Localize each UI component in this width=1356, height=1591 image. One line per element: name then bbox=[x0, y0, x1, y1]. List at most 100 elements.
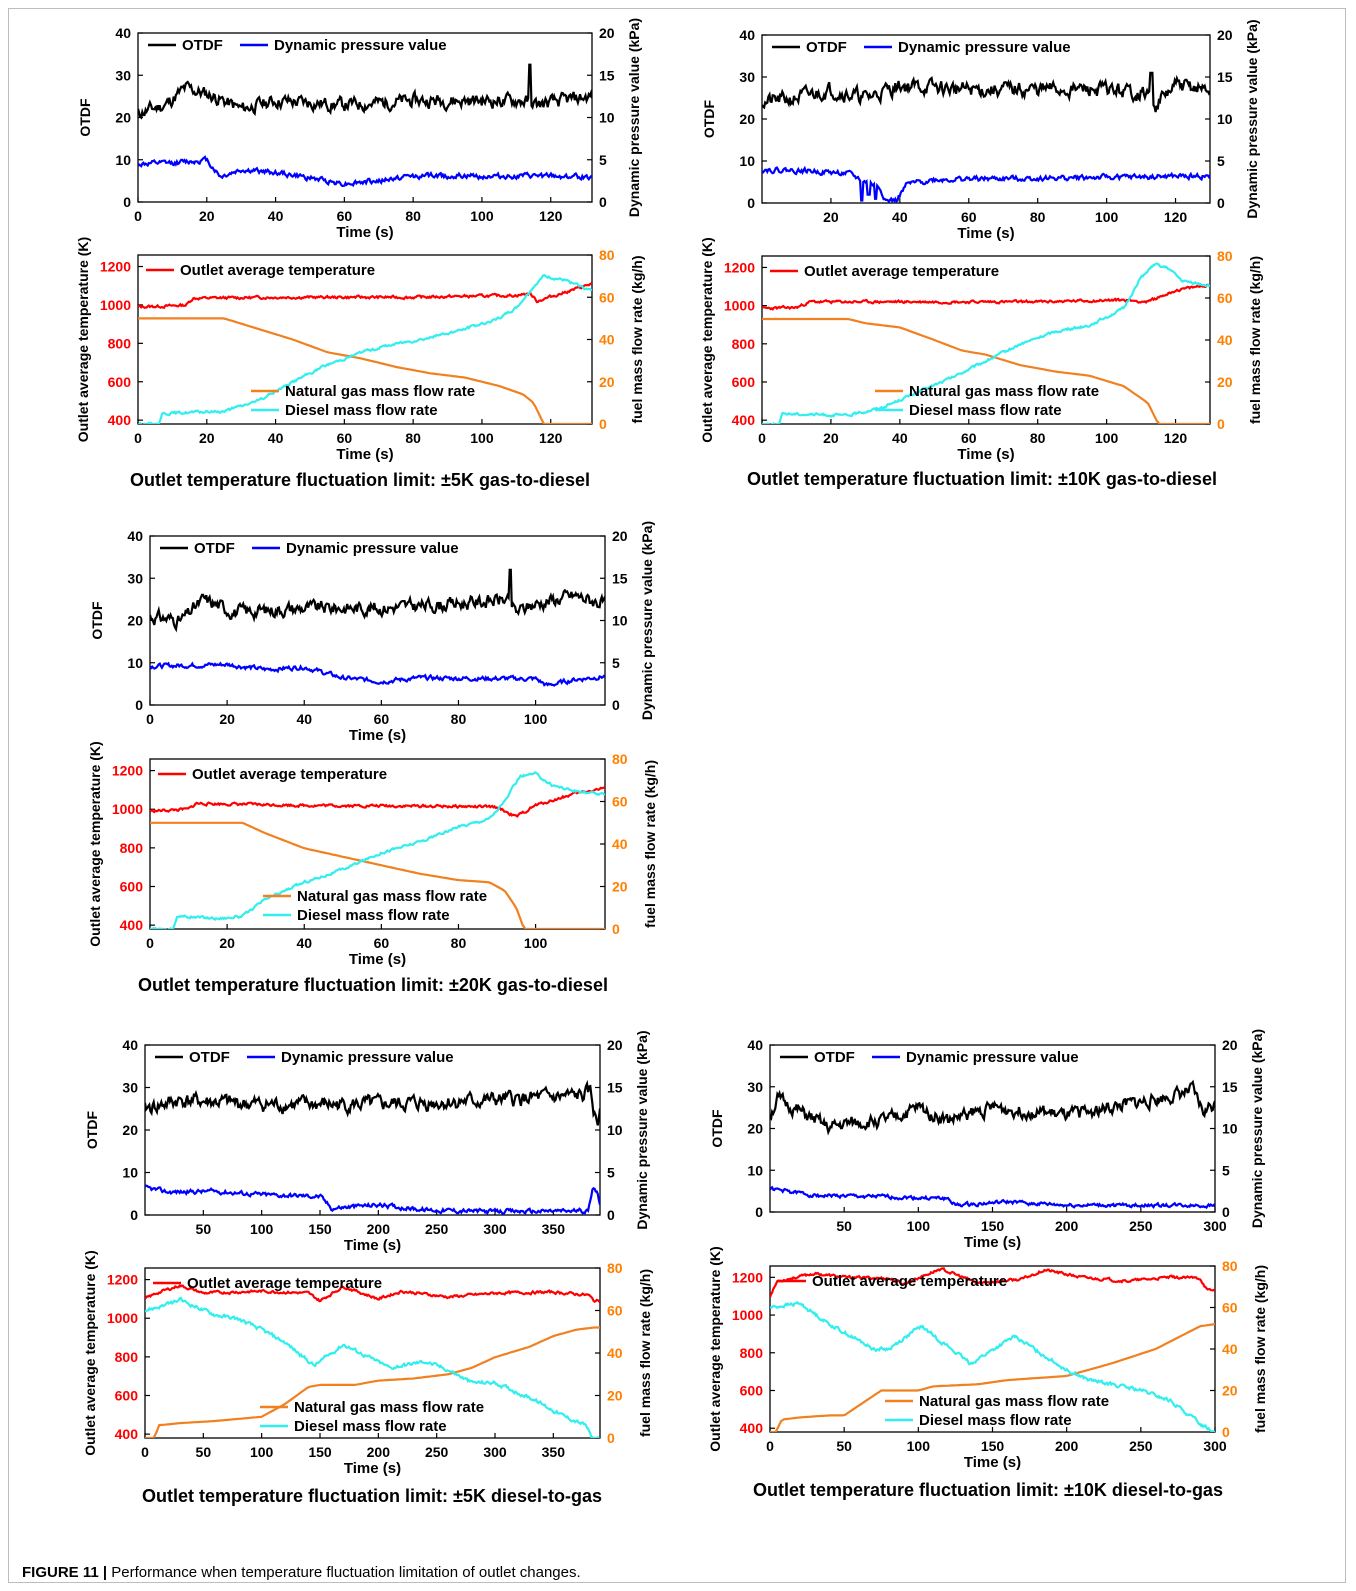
y-left-tick-label: 40 bbox=[122, 1037, 138, 1053]
y-left-tick-label: 400 bbox=[740, 1420, 764, 1436]
legend-temperature-text: Outlet average temperature bbox=[187, 1275, 382, 1292]
y-right-tick-label: 0 bbox=[607, 1207, 615, 1223]
x-axis-label: Time (s) bbox=[957, 225, 1014, 242]
x-tick-label: 250 bbox=[1129, 1218, 1153, 1234]
x-tick-label: 20 bbox=[823, 430, 839, 446]
legend-temperature-text: Outlet average temperature bbox=[180, 262, 375, 279]
y-left-tick-label: 20 bbox=[122, 1122, 138, 1138]
y-left-tick-label: 1200 bbox=[112, 763, 143, 779]
series-line-otdf bbox=[762, 71, 1210, 113]
legend-diesel-text: Diesel mass flow rate bbox=[297, 907, 450, 924]
y-right-tick-label: 60 bbox=[607, 1303, 623, 1319]
y-left-tick-label: 30 bbox=[122, 1080, 138, 1096]
y-left-tick-label: 20 bbox=[127, 613, 143, 629]
y-right-tick-label: 80 bbox=[612, 751, 628, 767]
y-right-axis-label: Dynamic pressure value (kPa) bbox=[639, 521, 655, 720]
y-right-tick-label: 5 bbox=[607, 1165, 615, 1181]
series-line-natural-gas-mass-flow-rate bbox=[138, 317, 592, 424]
legend-otdf-text: OTDF bbox=[806, 39, 847, 56]
legend-gas-text: Natural gas mass flow rate bbox=[294, 1399, 484, 1416]
y-right-tick-label: 80 bbox=[607, 1260, 623, 1276]
y-left-tick-label: 30 bbox=[747, 1079, 763, 1095]
y-left-tick-label: 1200 bbox=[107, 1272, 138, 1288]
x-tick-label: 0 bbox=[134, 208, 142, 224]
x-tick-label: 300 bbox=[483, 1221, 507, 1237]
x-axis-label: Time (s) bbox=[349, 727, 406, 744]
x-tick-label: 120 bbox=[539, 208, 563, 224]
y-left-tick-label: 20 bbox=[115, 110, 131, 126]
chart-title: Outlet temperature fluctuation limit: ±5… bbox=[130, 470, 590, 490]
x-tick-label: 0 bbox=[141, 1444, 149, 1460]
y-left-tick-label: 10 bbox=[739, 153, 755, 169]
legend-temperature-text: Outlet average temperature bbox=[812, 1273, 1007, 1290]
y-left-tick-label: 800 bbox=[115, 1349, 139, 1365]
y-left-tick-label: 1200 bbox=[732, 1269, 763, 1285]
y-left-tick-label: 800 bbox=[732, 336, 756, 352]
series-line-outlet-average-temperature bbox=[762, 283, 1210, 311]
y-left-axis-label: Outlet average temperature (K) bbox=[707, 1246, 723, 1451]
y-right-tick-label: 10 bbox=[599, 110, 615, 126]
y-left-axis-label: OTDF bbox=[709, 1109, 725, 1148]
x-tick-label: 80 bbox=[451, 711, 467, 727]
y-left-tick-label: 1000 bbox=[732, 1307, 763, 1323]
legend-diesel-text: Diesel mass flow rate bbox=[909, 402, 1062, 419]
y-right-tick-label: 20 bbox=[612, 879, 628, 895]
y-left-tick-label: 40 bbox=[739, 27, 755, 43]
y-left-tick-label: 400 bbox=[108, 412, 132, 428]
x-tick-label: 100 bbox=[1095, 209, 1119, 225]
chart-title: Outlet temperature fluctuation limit: ±1… bbox=[753, 1480, 1223, 1500]
y-left-tick-label: 400 bbox=[115, 1426, 139, 1442]
chart-title: Outlet temperature fluctuation limit: ±5… bbox=[142, 1486, 602, 1506]
x-tick-label: 80 bbox=[405, 430, 421, 446]
y-right-axis-label: Dynamic pressure value (kPa) bbox=[626, 18, 642, 217]
y-right-tick-label: 0 bbox=[607, 1430, 615, 1446]
x-tick-label: 0 bbox=[134, 430, 142, 446]
y-left-tick-label: 600 bbox=[108, 374, 132, 390]
series-line-outlet-average-temperature bbox=[770, 1267, 1215, 1298]
y-left-tick-label: 20 bbox=[747, 1121, 763, 1137]
legend-otdf-text: OTDF bbox=[194, 540, 235, 557]
y-right-tick-label: 0 bbox=[599, 416, 607, 432]
x-tick-label: 0 bbox=[146, 711, 154, 727]
chart-top: 0 20 40 60 80 100 Time (s) 0 10 20 30 40 0 5 10 15 20 OTD… bbox=[89, 521, 655, 744]
x-tick-label: 0 bbox=[766, 1438, 774, 1454]
x-tick-label: 20 bbox=[219, 711, 235, 727]
y-left-tick-label: 10 bbox=[127, 655, 143, 671]
chart-top: 0 20 40 60 80 100 120 Time (s) 0 10 20 30 40 0 5 10 15 20… bbox=[77, 18, 642, 241]
x-tick-label: 150 bbox=[308, 1221, 332, 1237]
x-axis-label: Time (s) bbox=[336, 224, 393, 241]
legend-pressure-text: Dynamic pressure value bbox=[274, 37, 447, 54]
y-left-tick-label: 0 bbox=[747, 195, 755, 211]
series-line-otdf bbox=[145, 1079, 600, 1126]
y-right-tick-label: 10 bbox=[1222, 1121, 1238, 1137]
y-right-tick-label: 40 bbox=[607, 1345, 623, 1361]
y-right-tick-label: 10 bbox=[1217, 111, 1233, 127]
y-right-tick-label: 0 bbox=[612, 921, 620, 937]
y-left-tick-label: 600 bbox=[115, 1388, 139, 1404]
y-left-tick-label: 600 bbox=[120, 879, 144, 895]
y-right-tick-label: 80 bbox=[1217, 248, 1233, 264]
x-tick-label: 120 bbox=[1164, 209, 1188, 225]
y-left-axis-label: Outlet average temperature (K) bbox=[75, 237, 91, 442]
y-right-tick-label: 40 bbox=[1222, 1341, 1238, 1357]
y-left-tick-label: 400 bbox=[732, 412, 756, 428]
series-line-natural-gas-mass-flow-rate bbox=[150, 821, 605, 929]
y-right-tick-label: 0 bbox=[612, 697, 620, 713]
y-right-axis-label: Dynamic pressure value (kPa) bbox=[1244, 19, 1260, 218]
legend-pressure-text: Dynamic pressure value bbox=[281, 1049, 454, 1066]
y-right-tick-label: 15 bbox=[607, 1080, 623, 1096]
series-line-outlet-average-temperature bbox=[150, 786, 605, 818]
x-tick-label: 300 bbox=[1203, 1438, 1227, 1454]
y-left-tick-label: 600 bbox=[732, 374, 756, 390]
y-right-tick-label: 0 bbox=[1217, 416, 1225, 432]
series-line-natural-gas-mass-flow-rate bbox=[762, 317, 1210, 424]
x-tick-label: 40 bbox=[296, 935, 312, 951]
y-right-tick-label: 20 bbox=[607, 1037, 623, 1053]
legend-temperature-text: Outlet average temperature bbox=[804, 263, 999, 280]
x-tick-label: 250 bbox=[425, 1444, 449, 1460]
y-right-tick-label: 20 bbox=[599, 374, 615, 390]
y-right-tick-label: 20 bbox=[607, 1388, 623, 1404]
y-left-axis-label: OTDF bbox=[701, 100, 717, 139]
